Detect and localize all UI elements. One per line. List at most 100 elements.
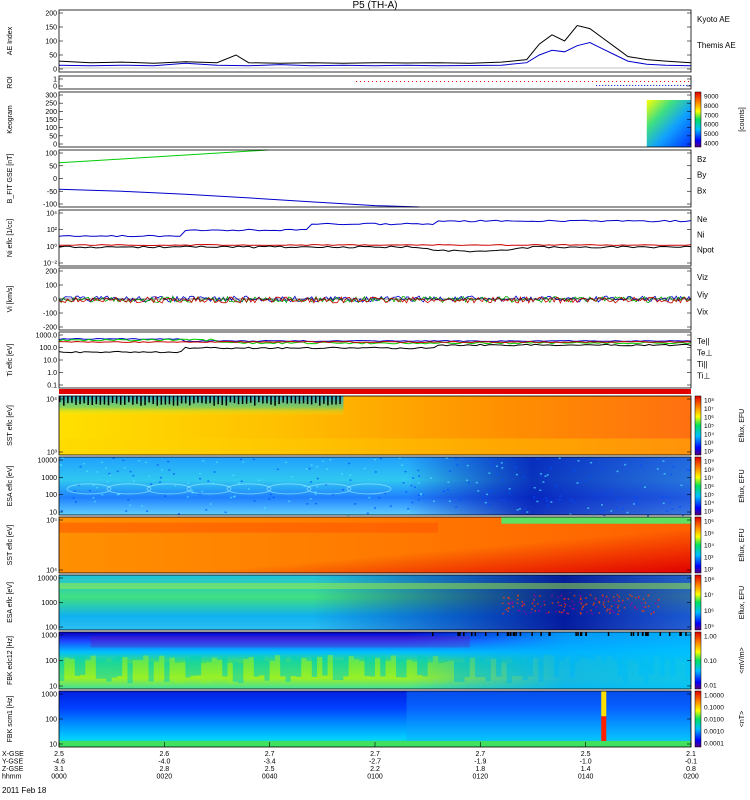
colorbar-sst_i <box>694 516 702 574</box>
esa-e-noise <box>632 503 635 505</box>
esa-e-noise <box>417 494 420 497</box>
esa-e-noise <box>486 493 489 496</box>
roi-dot <box>592 81 594 82</box>
esa-e-noise <box>373 458 376 461</box>
esa-i-hot <box>555 610 557 613</box>
spectrogram-fbk_b <box>59 691 691 747</box>
esa-e-noise <box>132 480 135 482</box>
esa-e-noise <box>326 468 329 471</box>
colorbar-label-fbk_e: <mV/m> <box>739 647 746 673</box>
esa-e-arc <box>106 483 152 495</box>
esa-e-noise <box>545 497 548 500</box>
fbk-e-gap <box>509 632 512 636</box>
esa-e-noise <box>272 496 275 499</box>
esa-i-hot <box>557 596 559 598</box>
esa-i-hot <box>569 605 571 608</box>
esa-i-hot <box>636 608 638 610</box>
sst-e-gap <box>319 396 321 406</box>
esa-i-hot <box>593 602 595 604</box>
colorbar-tick-sst_e: 10⁸ <box>704 398 714 405</box>
colorbar-tick-sst_e: 10³ <box>704 440 714 447</box>
legend-velocity: Vix <box>697 308 708 317</box>
colorbar-label-fbk_b: <nT> <box>739 711 746 727</box>
ytick-label: 300 <box>45 93 57 100</box>
esa-e-noise <box>316 477 319 480</box>
ytick-label: 50 <box>49 163 57 170</box>
ytick-label: 10⁴ <box>46 568 57 575</box>
ytick-label: 10⁴ <box>46 397 57 404</box>
fbk-e-gap <box>585 632 587 636</box>
esa-e-noise <box>681 514 684 517</box>
roi-dot <box>659 85 661 86</box>
esa-e-noise <box>163 495 166 497</box>
esa-e-noise <box>559 495 562 497</box>
esa-e-noise <box>146 510 149 512</box>
esa-e-noise <box>610 510 613 512</box>
esa-i-hot <box>523 610 526 613</box>
esa-e-noise <box>417 469 420 472</box>
sst-e-gap <box>217 396 219 405</box>
ytick-label: 1000 <box>41 475 57 482</box>
roi-dot <box>662 85 664 86</box>
esa-e-noise <box>558 457 561 460</box>
esa-i-hot <box>630 602 633 604</box>
esa-e-noise <box>501 467 504 469</box>
esa-e-noise <box>576 482 579 484</box>
esa-e-noise <box>191 489 194 492</box>
colorbar-tick-sst_i: 10⁵ <box>704 531 714 538</box>
esa-e-noise <box>116 470 119 473</box>
fbk-e-gap <box>506 632 509 636</box>
esa-i-hot <box>618 600 620 602</box>
esa-e-noise <box>558 499 561 501</box>
esa-e-noise <box>363 467 366 470</box>
roi-dot <box>648 81 650 82</box>
esa-e-noise <box>549 467 552 470</box>
ytick-label: 150 <box>45 25 57 32</box>
colorbar-tick-sst_i: 10⁴ <box>704 543 714 550</box>
esa-i-hot <box>581 600 583 602</box>
esa-i-hot <box>598 602 601 604</box>
esa-e-arc <box>186 483 232 495</box>
esa-e-noise <box>349 474 352 476</box>
esa-i-hot <box>585 603 588 605</box>
fbk-e-gap <box>431 632 434 636</box>
sst-i-green <box>501 517 691 524</box>
esa-e-arc <box>146 483 192 495</box>
esa-i-hot <box>562 611 564 614</box>
sst-e-gap <box>95 396 98 405</box>
esa-i-hot <box>572 608 575 610</box>
sst-e-gap <box>213 396 215 406</box>
sst-e-gap <box>225 396 228 406</box>
esa-e-noise <box>579 481 582 484</box>
esa-e-noise <box>485 498 488 501</box>
ytick-label: 1000 <box>41 600 57 607</box>
esa-i-hot <box>610 605 613 608</box>
esa-e-noise <box>108 472 111 475</box>
esa-e-noise <box>405 491 408 493</box>
esa-e-noise <box>167 460 170 463</box>
esa-e-noise <box>475 481 478 484</box>
xtick-label: -1.9 <box>474 759 486 766</box>
colorbar-label-esa_e: Eflux, EFU <box>739 469 746 502</box>
fbk-e-gap <box>577 632 579 636</box>
esa-e-noise <box>600 509 603 511</box>
esa-i-hot <box>563 602 566 604</box>
sst-e-gap <box>63 396 65 406</box>
esa-e-noise <box>477 490 480 492</box>
esa-e-noise <box>374 507 377 509</box>
esa-e-noise <box>198 472 201 475</box>
ytick-label: 0 <box>53 176 57 183</box>
sst-i-band <box>59 522 439 533</box>
esa-e-noise <box>242 461 245 463</box>
roi-dot <box>677 85 679 86</box>
roi-dot <box>600 81 602 82</box>
esa-e-arc <box>266 483 312 495</box>
roi-dot <box>632 81 634 82</box>
ytick-label: 0 <box>53 297 57 304</box>
esa-e-noise <box>384 492 387 495</box>
spectrogram-fill <box>59 691 691 747</box>
esa-i-hot <box>617 613 619 615</box>
roi-dot <box>602 85 604 86</box>
esa-e-noise <box>404 470 407 473</box>
esa-e-noise <box>448 470 451 472</box>
